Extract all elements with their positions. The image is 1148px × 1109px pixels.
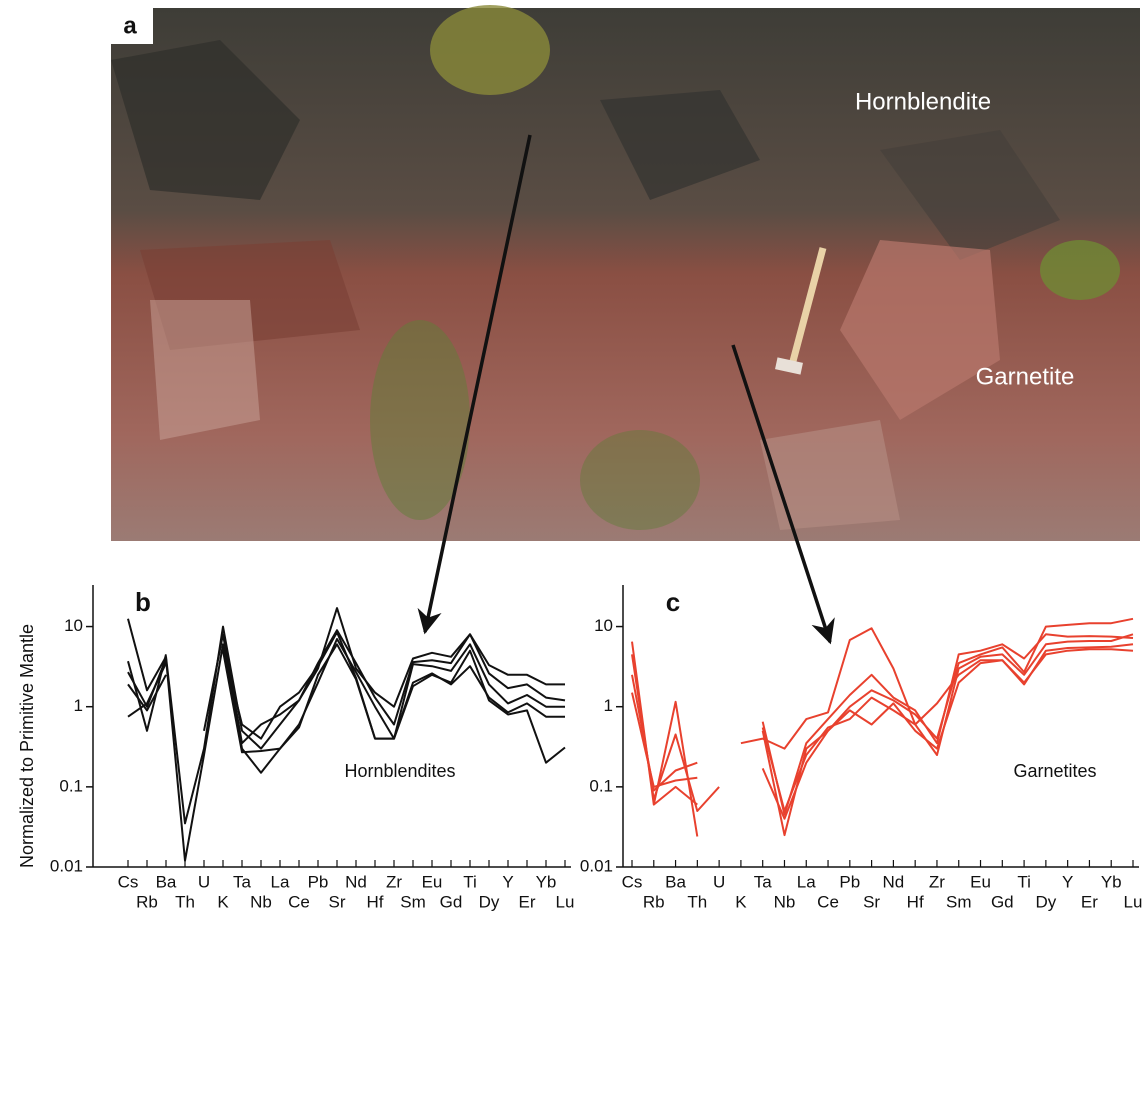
data-line [127,643,565,754]
x-tick-label: Nb [774,892,796,911]
x-tick-label: Pb [839,872,860,891]
data-line [127,629,566,745]
panel-label: b [135,587,151,617]
x-tick-label: Ba [156,872,177,891]
rock-block [760,420,900,530]
chart-title: Garnetites [1013,761,1096,781]
x-tick-label: Gd [440,892,463,911]
y-tick-label: 10 [594,616,613,635]
x-tick-label: U [713,872,725,891]
x-tick-label: Lu [556,892,575,911]
arrow [731,344,835,645]
x-tick-label: Dy [479,892,500,911]
x-tick-label: La [797,872,816,891]
x-tick-label: Sm [400,892,426,911]
rock-block [600,90,760,200]
x-tick-label: Yb [536,872,557,891]
y-axis-label: Normalized to Primitive Mantle [17,624,37,868]
x-tick-label: Y [1062,872,1073,891]
x-tick-label: Gd [991,892,1014,911]
y-tick-label: 10 [64,616,83,635]
x-tick-label: Pb [308,872,329,891]
chart-title: Hornblendites [344,761,455,781]
panel-label: c [666,587,680,617]
rock-block [150,300,260,440]
vegetation [580,430,700,530]
y-tick-label: 0.1 [59,776,83,795]
x-tick-label: Ti [463,872,477,891]
x-tick-label: Sr [329,892,346,911]
x-tick-label: Eu [422,872,443,891]
data-line [631,627,1134,788]
x-tick-label: Hf [907,892,924,911]
vegetation [1040,240,1120,300]
x-tick-label: Cs [622,872,643,891]
x-tick-label: Ce [817,892,839,911]
x-tick-label: La [271,872,290,891]
arrow [417,134,532,635]
data-line [631,633,1134,812]
x-tick-label: Ta [754,872,773,891]
x-tick-label: Zr [386,872,402,891]
data-line [653,648,1134,820]
photo: a Hornblendite Garnetite [111,5,1140,541]
data-line [127,607,565,825]
y-tick-label: 1 [74,696,83,715]
x-tick-label: Lu [1124,892,1143,911]
y-tick-label: 1 [604,696,613,715]
data-line [127,638,565,862]
x-tick-label: Dy [1035,892,1056,911]
rock-block [840,240,1000,420]
x-tick-label: Nb [250,892,272,911]
x-tick-label: Cs [118,872,139,891]
x-tick-label: Rb [643,892,665,911]
photo-label: Hornblendite [855,88,991,115]
x-tick-label: Ta [233,872,252,891]
x-tick-label: Yb [1101,872,1122,891]
x-tick-label: Eu [970,872,991,891]
rock-block [880,130,1060,260]
data-line [127,631,566,764]
x-tick-label: Nd [345,872,367,891]
x-tick-label: Sm [946,892,972,911]
y-tick-label: 0.01 [50,856,83,875]
x-tick-label: U [198,872,210,891]
x-tick-label: Ce [288,892,310,911]
x-tick-label: Er [1081,892,1098,911]
x-tick-label: Er [519,892,536,911]
panel-label-box [111,8,153,44]
panel-label: a [123,12,137,39]
x-tick-label: Y [502,872,513,891]
vegetation [430,5,550,95]
data-line [631,633,1134,816]
x-tick-label: K [735,892,747,911]
x-tick-label: Th [687,892,707,911]
rock-block [111,40,300,200]
hammer-handle [788,247,827,366]
x-tick-label: Ba [665,872,686,891]
x-tick-label: Th [175,892,195,911]
x-tick-label: Zr [929,872,945,891]
x-tick-label: Rb [136,892,158,911]
x-tick-label: Nd [883,872,905,891]
x-tick-label: Ti [1017,872,1031,891]
y-tick-label: 0.1 [589,776,613,795]
photo-label: Garnetite [976,363,1075,390]
x-tick-label: Hf [367,892,384,911]
hammer-head [775,357,803,375]
x-tick-label: Sr [863,892,880,911]
vegetation [370,320,470,520]
y-tick-label: 0.01 [580,856,613,875]
x-tick-label: K [217,892,229,911]
